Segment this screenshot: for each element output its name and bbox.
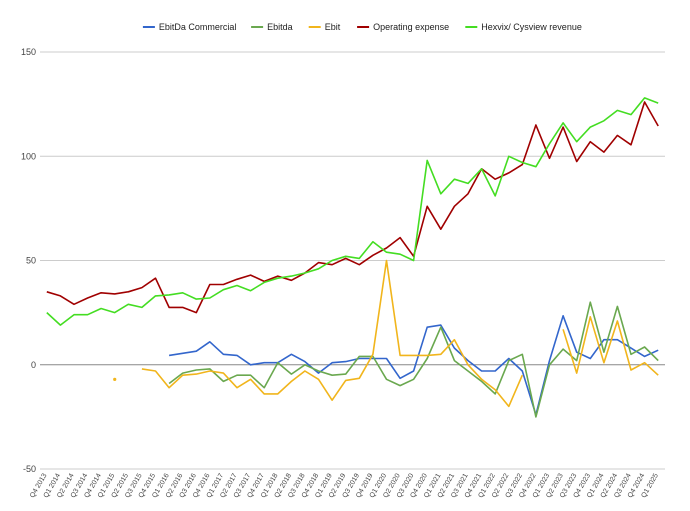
legend-label: EbitDa Commercial bbox=[159, 22, 237, 32]
legend-item-ebit: Ebit bbox=[308, 22, 341, 32]
legend: EbitDa Commercial Ebitda Ebit Operating exp… bbox=[142, 22, 582, 32]
legend-label: Ebitda bbox=[267, 22, 293, 32]
legend-label: Hexvix/ Cysview revenue bbox=[481, 22, 582, 32]
series-line-ebitda bbox=[168, 301, 659, 418]
y-tick-label: 50 bbox=[26, 256, 36, 266]
y-tick-label: 150 bbox=[21, 47, 36, 57]
gridlines bbox=[40, 51, 665, 470]
y-tick-label: 100 bbox=[21, 151, 36, 161]
series-line-ebitda-commercial bbox=[168, 314, 659, 416]
series-line-hexvix-cysview-revenue bbox=[46, 97, 659, 326]
y-axis: -50 0 50 100 150 bbox=[21, 47, 36, 474]
series-lines bbox=[46, 97, 659, 418]
series-point-ebit bbox=[113, 377, 117, 381]
series-line-operating-expense bbox=[46, 101, 659, 314]
legend-item-ebitda: Ebitda bbox=[251, 22, 293, 32]
series-line-ebit bbox=[141, 259, 524, 408]
legend-label: Ebit bbox=[325, 22, 341, 32]
series-line-ebit bbox=[562, 315, 659, 376]
y-tick-label: -50 bbox=[23, 464, 36, 474]
legend-item-hexvix-cysview-revenue: Hexvix/ Cysview revenue bbox=[465, 22, 582, 32]
legend-item-ebitda-commercial: EbitDa Commercial bbox=[142, 22, 237, 32]
y-tick-label: 0 bbox=[31, 360, 36, 370]
legend-label: Operating expense bbox=[373, 22, 449, 32]
legend-item-operating-expense: Operating expense bbox=[357, 22, 449, 32]
